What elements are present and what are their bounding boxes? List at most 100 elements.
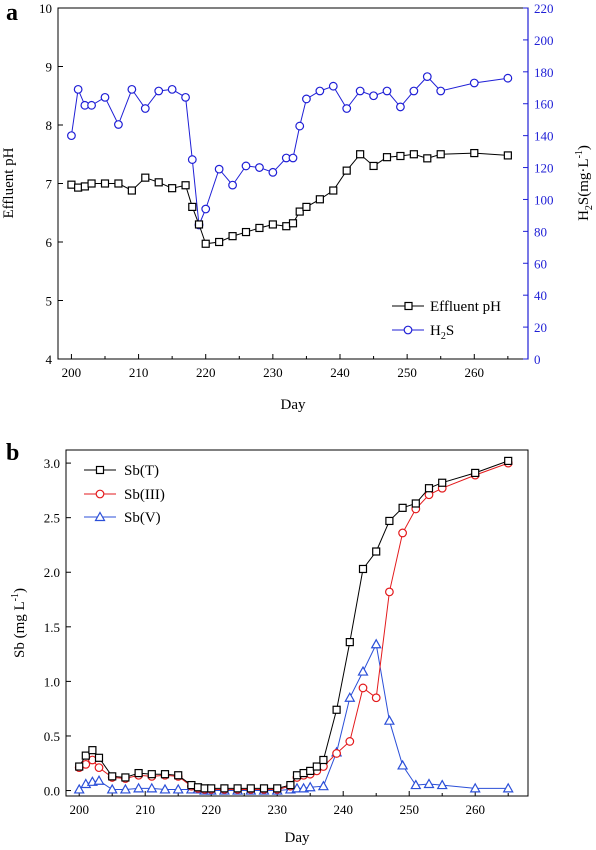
- effluent-ph-point: [396, 151, 405, 161]
- sb-v-line: [78, 642, 509, 791]
- y-tick-label: 1.0: [44, 674, 60, 689]
- y-left-tick-label: 8: [46, 118, 53, 133]
- y-left-tick-label: 9: [46, 60, 53, 75]
- x-tick-label: 250: [399, 802, 419, 817]
- panel-b-frame: [65, 449, 529, 797]
- x-tick-label: 200: [69, 802, 89, 817]
- sb-t-point: [504, 456, 513, 466]
- y-left-tick-label: 4: [46, 352, 53, 367]
- sb-t-point: [94, 753, 104, 762]
- y-tick-label: 0.5: [44, 729, 60, 744]
- y-tick-label: 2.0: [44, 565, 60, 580]
- x-tick-label: 230: [267, 802, 287, 817]
- h2s-series: [67, 72, 513, 230]
- sb-t-point: [193, 783, 203, 792]
- effluent-ph-point: [369, 161, 378, 171]
- effluent-ph-point: [74, 183, 83, 192]
- x-tick-label: 210: [135, 802, 155, 817]
- h2s-point: [167, 84, 177, 94]
- y-tick-label: 0.0: [44, 784, 60, 799]
- h2s-point: [73, 84, 83, 94]
- y-tick-label: 1.5: [44, 620, 60, 635]
- h2s-point: [268, 167, 278, 177]
- effluent-ph-point: [503, 151, 512, 160]
- h2s-point: [100, 92, 110, 102]
- sb-v-point: [370, 638, 382, 649]
- x-tick-label: 230: [263, 365, 283, 380]
- panel-b-series: [73, 456, 514, 795]
- legend-sbiii-label: Sb(III): [124, 487, 165, 503]
- sb-t-point: [174, 771, 183, 780]
- y-right-tick-label: 120: [534, 161, 554, 176]
- effluent-ph-point: [423, 154, 432, 163]
- panel-b-y-axis: 0.0 0.5 1.0 1.5 2.0 2.5 3.0: [44, 456, 71, 799]
- x-tick-label: 220: [196, 365, 216, 380]
- h2s-point: [436, 86, 446, 96]
- y-left-tick-label: 6: [46, 235, 53, 250]
- sb-t-point: [220, 784, 229, 793]
- sb-iii-point: [345, 737, 355, 746]
- effluent-ph-point: [168, 184, 177, 193]
- effluent-ph-point: [409, 150, 418, 159]
- sb-v-point: [304, 781, 316, 792]
- h2s-point: [288, 153, 298, 163]
- sb-t-point: [200, 784, 209, 793]
- y-right-tick-label: 200: [534, 33, 554, 48]
- sb-t-point: [438, 478, 447, 487]
- x-tick-label: 200: [62, 365, 82, 380]
- h2s-point: [140, 104, 150, 113]
- sb-t-point: [358, 564, 368, 574]
- panel-a-series: [67, 72, 513, 248]
- y-right-tick-label: 160: [534, 97, 554, 112]
- h2s-point: [503, 73, 513, 83]
- effluent-ph-point: [154, 178, 163, 187]
- sb-v-point: [397, 759, 409, 770]
- x-tick-label: 240: [333, 802, 353, 817]
- h2s-point: [67, 131, 76, 141]
- sb-v-point: [502, 782, 514, 793]
- panel-a-right-axis-title: H2S(mg·L-1): [574, 145, 595, 221]
- h2s-point: [302, 94, 311, 104]
- panel-a-x-axis: 200 210 220 230 240 250 260: [62, 354, 509, 380]
- y-tick-label: 3.0: [44, 456, 60, 471]
- h2s-point: [342, 104, 352, 113]
- effluent-ph-point: [114, 179, 123, 188]
- panel-a-left-y-axis: 4 5 6 7 8 9 10: [39, 1, 63, 367]
- sb-v-point: [469, 782, 481, 793]
- sb-t-point: [75, 762, 84, 771]
- h2s-point: [409, 86, 419, 96]
- panel-a-legend: Effluent pH H2S: [392, 299, 501, 342]
- effluent-ph-point: [282, 222, 291, 231]
- h2s-point: [469, 78, 479, 88]
- effluent-ph-point: [302, 202, 311, 211]
- sb-v-point: [436, 779, 448, 790]
- sb-iii-point: [385, 587, 394, 597]
- y-right-tick-label: 100: [534, 192, 554, 207]
- sb-t-point: [246, 784, 255, 793]
- effluent-ph-point: [382, 153, 392, 162]
- sb-t-point: [332, 705, 341, 714]
- y-left-tick-label: 7: [46, 177, 53, 192]
- sb-v-point: [106, 783, 118, 794]
- h2s-point: [127, 84, 137, 94]
- sb-v-point: [423, 778, 435, 789]
- sb-v-point: [410, 779, 422, 790]
- h2s-point: [396, 102, 405, 112]
- legend-sbiii-marker: [95, 489, 105, 499]
- effluent-ph-point: [268, 220, 277, 229]
- sb-t-point: [160, 770, 170, 779]
- h2s-point: [422, 72, 432, 82]
- sb-t-point: [108, 772, 117, 781]
- h2s-point: [382, 86, 392, 96]
- effluent-ph-point: [436, 150, 445, 159]
- panel-a-x-axis-title: Day: [281, 397, 306, 413]
- legend-ph-marker: [404, 301, 413, 311]
- effluent-ph-point: [194, 220, 204, 229]
- panel-b-legend: Sb(T) Sb(III) Sb(V): [84, 463, 165, 526]
- y-right-tick-label: 220: [534, 1, 554, 16]
- effluent-ph-point: [188, 202, 197, 211]
- panel-b-letter: b: [6, 440, 19, 466]
- effluent-ph-point: [67, 180, 76, 189]
- sb-v-point: [317, 780, 329, 791]
